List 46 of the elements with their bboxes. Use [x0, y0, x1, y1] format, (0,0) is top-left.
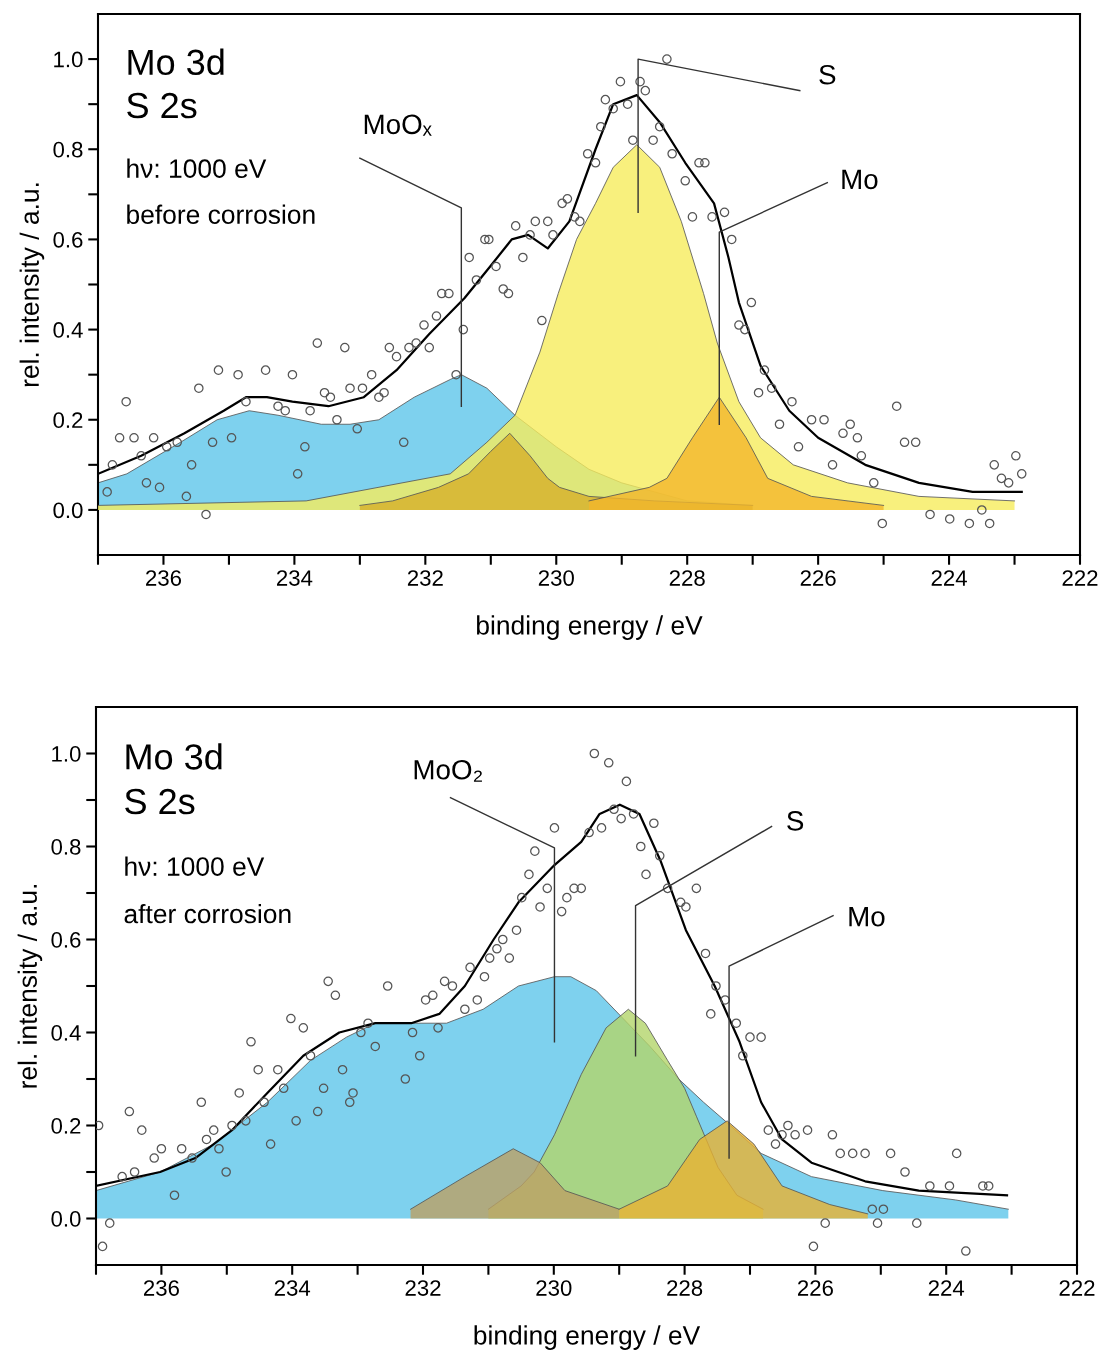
x-axis-title: binding energy / eV [477, 615, 703, 640]
annotation: MoO₂ [414, 759, 482, 782]
y-tick-label: 0.0 [51, 1211, 81, 1227]
y-tick-label: 1.0 [54, 51, 83, 68]
annotation: Mo 3d [128, 48, 224, 76]
x-tick-label: 232 [405, 1280, 441, 1296]
annotation: Mo 3d [126, 743, 222, 770]
annotation: S 2s [125, 788, 195, 815]
y-tick-label: 0.8 [53, 141, 83, 158]
x-tick-label: 228 [669, 570, 705, 586]
x-tick-label: 230 [538, 570, 574, 586]
y-tick-label: 0.0 [53, 502, 83, 519]
y-tick-label: 0.2 [53, 412, 83, 429]
x-tick-label: 236 [146, 570, 182, 586]
annotation: hν: 1000 eV [127, 158, 267, 178]
annotation: MoOₓ [364, 114, 432, 136]
x-tick-label: 230 [536, 1280, 572, 1296]
y-tick-label: 0.4 [51, 1025, 81, 1041]
annotation: S [819, 64, 836, 85]
y-tick-label: 0.4 [53, 322, 83, 338]
y-axis-title: rel. intensity / a.u. [19, 183, 45, 387]
x-tick-label: 234 [274, 1280, 311, 1296]
x-tick-label: 222 [1059, 1280, 1095, 1296]
annotation: after corrosion [124, 903, 291, 924]
x-tick-label: 234 [276, 570, 313, 586]
annotation: before corrosion [127, 204, 315, 224]
y-tick-label: 0.2 [51, 1118, 81, 1134]
y-tick-label: 1.0 [52, 746, 81, 762]
x-axis-title: binding energy / eV [474, 1325, 701, 1350]
x-tick-label: 228 [667, 1280, 703, 1296]
annotation: S [787, 811, 804, 831]
y-tick-label: 0.8 [51, 839, 81, 855]
annotation: hν: 1000 eV [125, 856, 265, 876]
x-tick-label: 224 [931, 570, 967, 586]
x-tick-label: 224 [928, 1280, 965, 1296]
annotation: Mo [842, 169, 878, 190]
y-axis-title: rel. intensity / a.u. [17, 885, 43, 1088]
x-tick-label: 232 [407, 570, 443, 586]
x-tick-label: 236 [143, 1280, 179, 1296]
x-tick-label: 226 [797, 1280, 833, 1296]
x-tick-label: 226 [800, 570, 836, 586]
y-tick-label: 0.6 [51, 932, 81, 948]
y-tick-label: 0.6 [53, 231, 83, 248]
x-tick-label: 222 [1062, 570, 1098, 586]
annotation: Mo [849, 907, 885, 927]
annotation: S 2s [127, 92, 197, 119]
